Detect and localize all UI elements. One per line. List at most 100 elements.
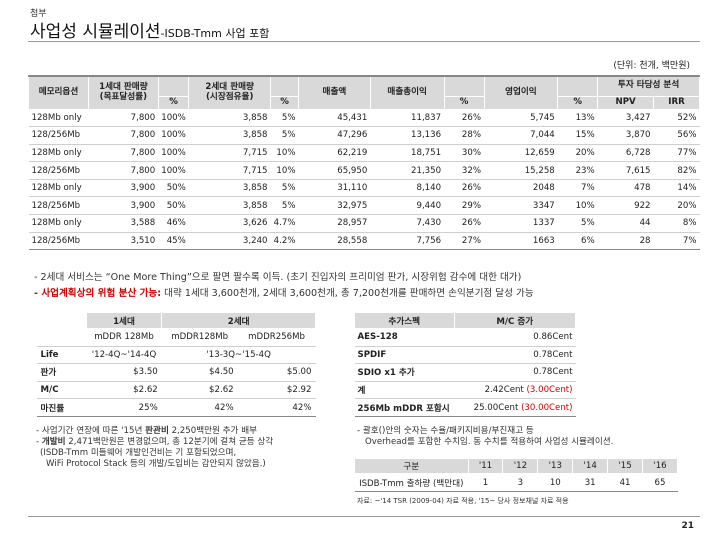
- spec-value-text: 2.42Cent: [484, 385, 524, 396]
- table-row: 128Mb only 7,800 100% 3,858 5% 45,431 11,837 26…: [28, 109, 700, 128]
- header-op: 영업이익: [483, 75, 559, 110]
- cost-sub-1: mDDR 128Mb: [86, 328, 162, 347]
- cost-mc-1: $2.62: [86, 381, 162, 400]
- spec-value-text: 25.00Cent: [473, 402, 519, 413]
- spec-label: AES-128: [354, 328, 454, 347]
- table-cell: 82%: [653, 161, 700, 180]
- table-cell: 28,558: [298, 232, 371, 251]
- header-gen1-blank: [157, 75, 190, 97]
- header-gen2-blank: [270, 75, 300, 97]
- table-cell: 5%: [270, 196, 299, 216]
- spec-total-value: 2.42Cent (3.00Cent): [454, 381, 576, 400]
- table-row: 128Mb only 3,900 50% 3,858 5% 31,110 8,140 26% 2…: [28, 179, 700, 198]
- right-notes: - 괄호()안의 숫자는 수율/패키지비용/부진재고 등 Overhead를 포…: [357, 426, 613, 448]
- spec-256-label: 256Mb mDDR 포함시: [354, 398, 454, 417]
- table-cell: 15,258: [484, 161, 558, 180]
- table-cell: 100%: [158, 126, 189, 145]
- cost-margin-label: 마진률: [36, 398, 87, 417]
- table-cell: 47,296: [298, 126, 371, 145]
- header-npv: NPV: [597, 95, 655, 110]
- shipment-cell: 41: [607, 473, 643, 492]
- right-note-2: Overhead를 포함한 수치임. 동 수치를 적용하여 사업성 시뮬레이션.: [365, 437, 614, 447]
- cost-life-gen2: '13-3Q~'15-4Q: [161, 346, 316, 365]
- cost-margin-2: 42%: [161, 398, 238, 417]
- table-cell: 3,858: [188, 196, 271, 216]
- table-cell: 7%: [557, 179, 598, 198]
- spec-value-text: 0.78Cent: [533, 367, 573, 378]
- table-cell: 10%: [270, 144, 299, 163]
- table-row: 128Mb only 3,588 46% 3,626 4.7% 28,957 7,430 26…: [28, 214, 700, 233]
- table-cell: 128/256Mb: [28, 126, 89, 145]
- left-notes: - 사업기간 연장에 따른 '15년 판관비 2,250백만원 추가 배부 - …: [36, 426, 273, 470]
- spec-label: SPDIF: [354, 346, 454, 365]
- cost-sub-2: mDDR128Mb: [161, 328, 238, 347]
- table-cell: 56%: [653, 126, 700, 145]
- table-row: 128/256Mb 7,800 100% 3,858 5% 47,296 13,136 28%…: [28, 126, 700, 145]
- table-cell: 5%: [270, 179, 299, 198]
- table-cell: 128Mb only: [28, 179, 89, 198]
- cost-price-2: $4.50: [161, 363, 238, 382]
- table-cell: 50%: [158, 179, 189, 198]
- table-cell: 45%: [158, 232, 189, 251]
- shipment-header-cell: '12: [502, 458, 539, 474]
- table-cell: 13,136: [370, 126, 445, 145]
- left-note-4: WiFi Protocol Stack 등의 개발/도입비는 감안되지 않았음.…: [46, 459, 266, 469]
- table-cell: 27%: [444, 232, 484, 251]
- table-cell: 128Mb only: [28, 109, 89, 128]
- table-cell: 100%: [158, 144, 189, 163]
- notes: - 2세대 서비스는 “One More Thing”으로 팔면 팔수록 이득.…: [34, 270, 534, 302]
- note-risk-text: 대략 1세대 3,600천개, 2세대 3,600천개, 총 7,200천개를 …: [161, 288, 534, 299]
- cost-price-3: $5.00: [237, 363, 316, 382]
- table-cell: 62,219: [298, 144, 371, 163]
- table-cell: 3,510: [88, 232, 159, 251]
- table-cell: 3,900: [88, 179, 159, 198]
- shipment-cell: ISDB-Tmm 출하량 (백만대): [354, 473, 469, 492]
- shipment-header-cell: '13: [537, 458, 574, 474]
- header-gross-pct: %: [443, 95, 485, 110]
- title-main: 사업성 시뮬레이션: [30, 22, 161, 42]
- table-cell: 128/256Mb: [28, 161, 89, 180]
- table-cell: 32,975: [298, 196, 371, 216]
- table-cell: 4.2%: [270, 232, 299, 251]
- table-cell: 77%: [653, 144, 700, 163]
- spec-header-spec: 추가스펙: [354, 312, 455, 329]
- table-cell: 6%: [557, 232, 598, 251]
- appendix-label: 첨부: [30, 9, 47, 19]
- header-op-blank: [557, 75, 599, 97]
- left-note-1: - 사업기간 연장에 따른 '15년 판관비 2,250백만원 추가 배부: [36, 426, 273, 437]
- table-cell: 26%: [444, 214, 484, 233]
- header-invest: 투자 타당성 분석: [597, 75, 700, 97]
- footer-divider: [28, 516, 700, 517]
- table-cell: 18,751: [370, 144, 445, 163]
- table-cell: 922: [597, 196, 654, 216]
- table-cell: 128/256Mb: [28, 196, 89, 216]
- table-cell: 30%: [444, 144, 484, 163]
- table-cell: 100%: [158, 161, 189, 180]
- table-row: 128/256Mb 7,800 100% 7,715 10% 65,950 21,350 32…: [28, 161, 700, 180]
- table-cell: 11,837: [370, 109, 445, 128]
- shipment-source: 자료: ~'14 TSR (2009-04) 자료 적용, '15~ 당사 정보…: [357, 497, 569, 505]
- left-note-1-post: 2,250백만원 추가 배부: [168, 426, 258, 436]
- table-cell: 46%: [158, 214, 189, 233]
- shipment-row: ISDB-Tmm 출하량 (백만대) 1 3 10 31 41 65: [354, 473, 678, 492]
- table-cell: 26%: [444, 179, 484, 198]
- cost-mc-2: $2.62: [161, 381, 238, 400]
- table-cell: 128Mb only: [28, 144, 89, 163]
- table-row: 128/256Mb 3,900 50% 3,858 5% 32,975 9,440 29% 33…: [28, 196, 700, 216]
- table-cell: 7,756: [370, 232, 445, 251]
- table-cell: 28,957: [298, 214, 371, 233]
- spec-extra-text: (3.00Cent): [526, 385, 573, 396]
- table-cell: 5%: [557, 214, 598, 233]
- table-row: 128/256Mb 3,510 45% 3,240 4.2% 28,558 7,756 27%…: [28, 232, 700, 251]
- table-cell: 478: [597, 179, 654, 198]
- table-cell: 15%: [557, 126, 598, 145]
- table-cell: 9,440: [370, 196, 445, 216]
- table-cell: 23%: [557, 161, 598, 180]
- table-cell: 7,615: [597, 161, 654, 180]
- shipment-cell: 31: [572, 473, 608, 492]
- cost-header-gen2: 2세대: [161, 312, 316, 329]
- table-cell: 3,858: [188, 126, 271, 145]
- title-divider: [28, 41, 700, 42]
- left-note-2-post: 2,471백만원은 변경없으며, 총 12분기에 걸쳐 균등 상각: [65, 437, 274, 447]
- table-cell: 7,715: [188, 144, 271, 163]
